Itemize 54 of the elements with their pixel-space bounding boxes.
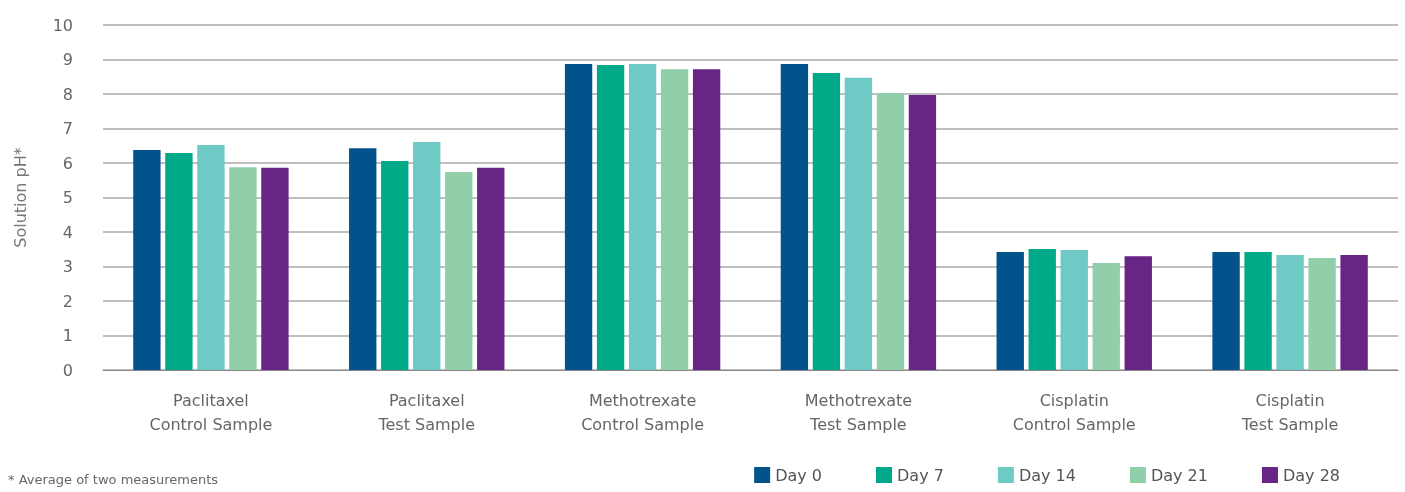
bar bbox=[1124, 256, 1152, 370]
y-tick-label: 0 bbox=[62, 360, 73, 380]
x-tick-label: Paclitaxel Test Sample bbox=[377, 390, 476, 434]
x-tick-label: Methotrexate Control Sample bbox=[581, 390, 705, 434]
y-axis-title: Solution pH* bbox=[10, 147, 30, 248]
y-tick-label: 7 bbox=[62, 119, 73, 138]
y-tick-label: 9 bbox=[62, 50, 73, 69]
bar bbox=[876, 92, 905, 370]
legend-label: Day 14 bbox=[1018, 465, 1076, 485]
bar bbox=[413, 141, 441, 370]
legend-label: Day 7 bbox=[897, 465, 944, 485]
y-tick-label: 3 bbox=[62, 257, 73, 276]
x-tick-label: Methotrexate Test Sample bbox=[804, 390, 913, 434]
bar bbox=[165, 153, 193, 370]
bar bbox=[660, 69, 689, 370]
legend-label: Day 0 bbox=[775, 465, 823, 485]
x-tick-label: Paclitaxel Control Sample bbox=[149, 390, 273, 434]
bar bbox=[564, 63, 593, 370]
y-tick-label: 10 bbox=[52, 15, 73, 35]
y-tick-label: 8 bbox=[62, 84, 73, 104]
y-tick-label: 5 bbox=[62, 188, 73, 207]
bar bbox=[445, 171, 473, 370]
bar bbox=[908, 95, 937, 370]
bar bbox=[1028, 248, 1056, 370]
bar bbox=[1212, 252, 1240, 370]
bar bbox=[197, 145, 225, 370]
bar bbox=[133, 149, 161, 370]
bar bbox=[229, 167, 257, 370]
bar bbox=[261, 167, 289, 370]
legend-label: Day 28 bbox=[1282, 465, 1341, 485]
bar bbox=[1092, 263, 1120, 370]
y-tick-label: 1 bbox=[62, 326, 73, 345]
bar bbox=[780, 63, 809, 370]
y-tick-label: 2 bbox=[62, 291, 73, 311]
bar bbox=[381, 160, 409, 370]
bar bbox=[1060, 249, 1088, 370]
bar bbox=[1340, 255, 1368, 370]
x-tick-label: Cisplatin Control Sample bbox=[1012, 390, 1136, 434]
bar bbox=[1276, 255, 1304, 370]
bar bbox=[349, 148, 377, 370]
bar bbox=[1244, 252, 1272, 370]
y-tick-label: 4 bbox=[62, 222, 73, 242]
bar bbox=[996, 252, 1024, 370]
bar bbox=[812, 72, 841, 370]
bar bbox=[477, 167, 505, 370]
bar bbox=[596, 65, 625, 370]
x-tick-label: Cisplatin Test Sample bbox=[1240, 390, 1339, 434]
text: * Average of two measurements bbox=[8, 472, 219, 487]
y-tick-label: 6 bbox=[62, 153, 73, 173]
legend-label: Day 21 bbox=[1150, 465, 1208, 485]
bar bbox=[844, 77, 873, 370]
bar bbox=[692, 69, 721, 370]
bar bbox=[628, 63, 657, 370]
bar bbox=[1308, 257, 1336, 370]
